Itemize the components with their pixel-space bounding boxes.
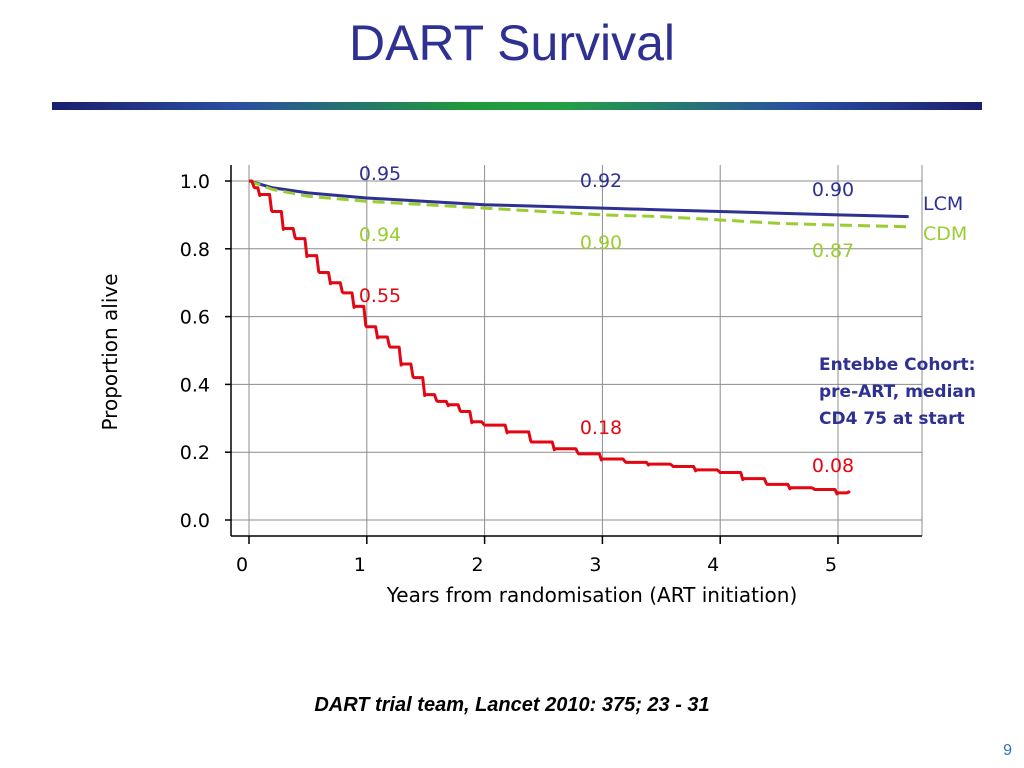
x-tick-label: 2 bbox=[472, 554, 484, 576]
data-label-cdm: 0.90 bbox=[580, 232, 622, 254]
y-tick-label: 1.0 bbox=[180, 171, 210, 193]
y-tick-label: 0.4 bbox=[180, 374, 210, 396]
data-label-cdm: 0.87 bbox=[812, 240, 854, 262]
entebbe-annotation-line: Entebbe Cohort: bbox=[819, 355, 975, 375]
data-label-entebbe-cohort: 0.55 bbox=[359, 285, 401, 307]
data-label-lcm: 0.90 bbox=[812, 179, 854, 201]
series-lines bbox=[248, 179, 909, 496]
y-tick-label: 0.8 bbox=[180, 239, 210, 261]
data-label-lcm: 0.95 bbox=[359, 163, 401, 185]
y-tick-label: 0.0 bbox=[180, 510, 210, 532]
x-tick-label: 1 bbox=[354, 554, 366, 576]
page-number: 9 bbox=[1003, 742, 1012, 759]
axis-ticks: 0.0 0.2 0.4 0.6 0.8 1.0 0 1 2 3 4 5 bbox=[180, 171, 839, 576]
x-tick-label: 0 bbox=[236, 554, 248, 576]
grid-lines bbox=[231, 165, 923, 536]
legend-label-lcm: LCM bbox=[923, 193, 963, 215]
data-label-entebbe-cohort: 0.08 bbox=[812, 455, 854, 477]
x-tick-label: 4 bbox=[707, 554, 719, 576]
x-axis-label: Years from randomisation (ART initiation… bbox=[386, 583, 798, 607]
data-label-entebbe-cohort: 0.18 bbox=[580, 417, 622, 439]
y-axis-label: Proportion alive bbox=[98, 273, 122, 430]
chart-axes bbox=[230, 165, 922, 537]
data-label-lcm: 0.92 bbox=[580, 170, 622, 192]
title-underline-bar bbox=[52, 102, 982, 110]
series-line-cdm bbox=[248, 179, 909, 229]
y-tick-label: 0.6 bbox=[180, 307, 210, 329]
series-line-lcm bbox=[248, 179, 909, 219]
slide-title: DART Survival bbox=[348, 15, 676, 71]
citation: DART trial team, Lancet 2010: 375; 23 - … bbox=[314, 694, 710, 716]
legend-label-cdm: CDM bbox=[923, 223, 967, 245]
x-tick-label: 5 bbox=[825, 554, 837, 576]
data-labels: 0.95 0.92 0.90 0.94 0.90 0.87 0.55 0.18 0.08 LCM C… bbox=[359, 163, 976, 477]
entebbe-annotation-line: pre-ART, median bbox=[819, 382, 976, 402]
survival-chart: 0.00.20.40.60.81.00 1 2 3 4 5 0.95 0.92 0.900.9… bbox=[98, 163, 976, 607]
entebbe-annotation-line: CD4 75 at start bbox=[819, 409, 965, 429]
x-tick-label: 3 bbox=[589, 554, 601, 576]
series-line-entebbe-cohort bbox=[249, 179, 851, 496]
y-tick-label: 0.2 bbox=[180, 442, 210, 464]
data-label-cdm: 0.94 bbox=[359, 224, 401, 246]
